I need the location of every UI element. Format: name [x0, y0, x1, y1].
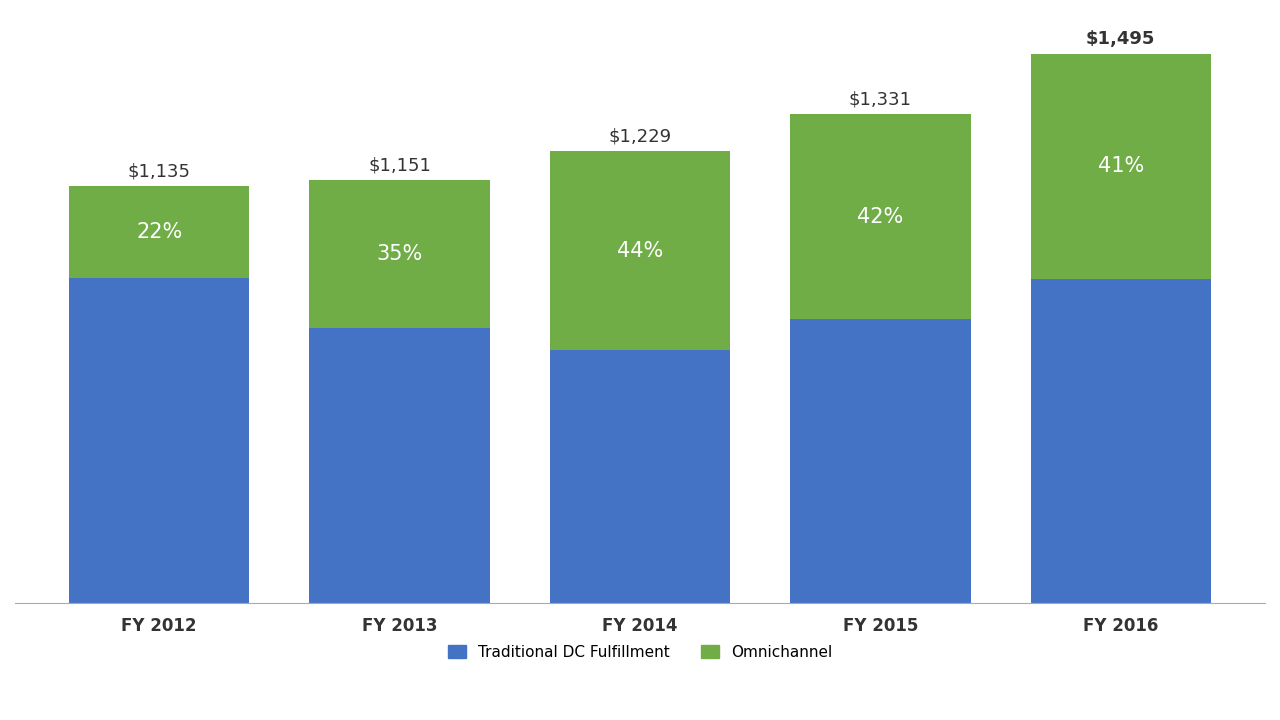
Text: $1,229: $1,229 [608, 128, 672, 146]
Legend: Traditional DC Fulfillment, Omnichannel: Traditional DC Fulfillment, Omnichannel [442, 639, 838, 666]
Text: 41%: 41% [1098, 156, 1144, 176]
Text: 44%: 44% [617, 240, 663, 261]
Text: $1,495: $1,495 [1087, 30, 1156, 48]
Bar [790, 319, 970, 603]
Text: $1,151: $1,151 [369, 156, 431, 174]
Text: $1,331: $1,331 [849, 90, 911, 108]
Bar [69, 278, 250, 603]
Text: 42%: 42% [858, 207, 904, 227]
Text: 22%: 22% [136, 222, 182, 242]
Bar [790, 114, 970, 319]
Bar [550, 151, 730, 350]
Bar [69, 186, 250, 278]
Bar [310, 328, 490, 603]
Bar [1030, 279, 1211, 603]
Text: 35%: 35% [376, 244, 422, 264]
Text: $1,135: $1,135 [128, 162, 191, 180]
Bar [550, 350, 730, 603]
Bar [1030, 53, 1211, 279]
Bar [310, 180, 490, 328]
